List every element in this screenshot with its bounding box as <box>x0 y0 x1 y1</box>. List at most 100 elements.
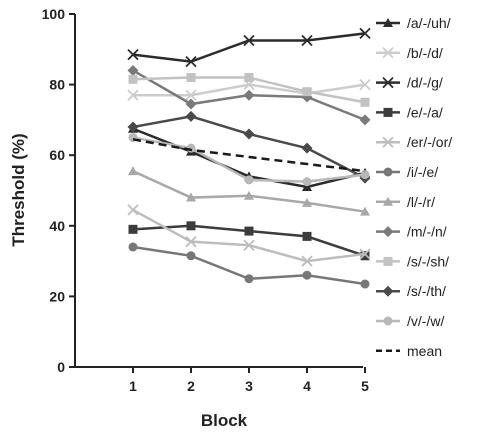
y-axis-title: Threshold (%) <box>9 133 28 246</box>
data-point <box>244 175 254 185</box>
series-/s/-/th/ <box>127 110 371 184</box>
data-point <box>302 87 312 97</box>
chart-ticks: 0 20 40 60 80 100 1 2 3 4 5 <box>42 6 369 394</box>
data-point <box>301 142 313 154</box>
data-point <box>127 121 139 133</box>
data-point <box>244 190 254 200</box>
x-tick-label: 4 <box>303 378 311 394</box>
legend-label: /i/-/e/ <box>407 164 438 180</box>
data-point <box>186 73 196 83</box>
x-axis-title: Block <box>201 411 248 430</box>
data-point <box>128 224 138 234</box>
legend-item: /s/-/th/ <box>376 283 446 299</box>
legend-marker <box>382 285 394 297</box>
legend-marker <box>383 167 393 177</box>
series-/er/-/or/ <box>127 204 371 267</box>
data-point <box>360 279 370 289</box>
series-line <box>132 115 366 180</box>
data-point <box>359 248 371 260</box>
legend-item: /d/-/g/ <box>376 75 443 91</box>
legend-item: /b/-/d/ <box>376 45 443 61</box>
data-point <box>360 170 370 180</box>
data-point <box>185 236 197 248</box>
series-/l/-/r/ <box>128 166 370 216</box>
legend-label: /er/-/or/ <box>407 134 452 150</box>
series-line <box>132 32 366 63</box>
data-point <box>301 255 313 267</box>
data-point <box>243 128 255 140</box>
data-point <box>244 73 254 83</box>
data-point <box>302 181 312 191</box>
legend-label: /a/-/uh/ <box>407 15 451 31</box>
data-point <box>185 89 197 101</box>
y-tick-label: 40 <box>49 218 65 234</box>
legend-marker <box>382 226 394 238</box>
legend-marker <box>383 18 393 27</box>
legend-label: /b/-/d/ <box>407 45 443 61</box>
x-tick-label: 3 <box>245 378 253 394</box>
legend-item: /er/-/or/ <box>376 134 452 150</box>
y-tick-label: 80 <box>49 77 65 93</box>
y-tick-label: 20 <box>49 288 65 304</box>
legend-marker <box>382 136 394 148</box>
data-point <box>128 74 138 84</box>
x-tick-label: 2 <box>187 378 195 394</box>
legend-marker <box>382 76 394 89</box>
legend-item: /e/-/a/ <box>376 104 443 120</box>
legend-item: /v/-/w/ <box>376 313 444 329</box>
series-line <box>132 138 366 173</box>
data-point <box>128 242 138 252</box>
legend-marker <box>383 316 393 326</box>
data-point <box>360 251 370 261</box>
data-point <box>359 27 371 40</box>
data-point <box>127 48 139 61</box>
data-point <box>186 192 196 202</box>
data-point <box>243 34 255 47</box>
series-/e/-/a/ <box>128 221 370 261</box>
series-mean <box>132 138 366 173</box>
legend-item: mean <box>376 343 442 359</box>
legend-label: /m/-/n/ <box>407 224 447 240</box>
data-point <box>243 239 255 251</box>
data-point <box>128 166 138 176</box>
data-point <box>127 64 139 76</box>
legend-label: /e/-/a/ <box>407 104 443 120</box>
data-point <box>127 204 139 216</box>
data-point <box>243 89 255 101</box>
chart-legend: /a/-/uh/ /b/-/d/ /d/-/g/ /e/-/a/ /er/-/or/ /i… <box>376 15 452 359</box>
y-tick-label: 60 <box>49 147 65 163</box>
chart-series <box>127 27 371 289</box>
data-point <box>244 274 254 284</box>
data-point <box>186 221 196 231</box>
data-point <box>302 270 312 280</box>
x-tick-label: 5 <box>361 378 369 394</box>
legend-marker <box>383 107 393 117</box>
legend-marker <box>383 196 393 206</box>
data-point <box>244 226 254 236</box>
legend-item: /i/-/e/ <box>376 164 438 180</box>
series-/i/-/e/ <box>128 242 370 289</box>
series-/m/-/n/ <box>127 64 371 126</box>
series-/d/-/g/ <box>127 27 371 68</box>
legend-label: /v/-/w/ <box>407 313 444 329</box>
legend-item: /a/-/uh/ <box>376 15 451 31</box>
x-tick-label: 1 <box>129 378 137 394</box>
data-point <box>359 114 371 126</box>
chart-axes <box>74 14 363 368</box>
data-point <box>301 34 313 47</box>
legend-label: /s/-/th/ <box>407 283 446 299</box>
data-point <box>127 89 139 101</box>
legend-item: /l/-/r/ <box>376 194 435 210</box>
legend-marker <box>382 47 394 59</box>
y-tick-label: 100 <box>42 6 66 22</box>
data-point <box>185 110 197 122</box>
legend-label: /s/-/sh/ <box>407 253 449 269</box>
data-point <box>302 177 312 187</box>
legend-item: /m/-/n/ <box>376 224 447 240</box>
data-point <box>186 251 196 261</box>
legend-label: /d/-/g/ <box>407 75 443 91</box>
data-point <box>360 206 370 216</box>
legend-marker <box>383 256 393 266</box>
legend-item: /s/-/sh/ <box>376 253 449 269</box>
